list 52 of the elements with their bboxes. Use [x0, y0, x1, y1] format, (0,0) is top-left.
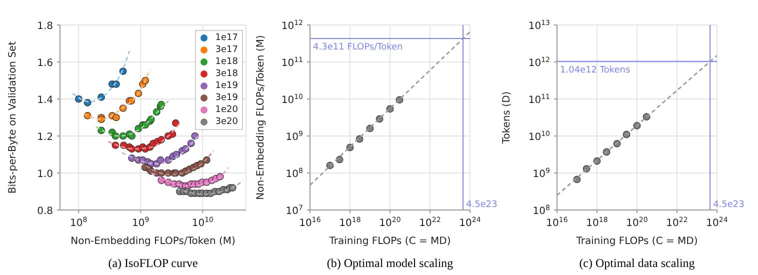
x-tick-label: 10$^{8}$ — [70, 216, 88, 229]
x-tick-label: 10$^{24}$ — [706, 216, 728, 229]
y-tick-label: 10$^{12}$ — [281, 19, 303, 32]
y-tick-label: 1.6 — [37, 58, 53, 69]
legend-label: 1e18 — [215, 57, 238, 67]
y-tick-label: 10$^{8}$ — [532, 204, 550, 217]
y-tick-label: 10$^{12}$ — [528, 56, 550, 69]
y-tick-label: 10$^{9}$ — [286, 130, 303, 143]
x-axis-title: Non-Embedding FLOPs/Token (M) — [70, 236, 236, 247]
ref-line-label: 1.04e12 Tokens — [560, 65, 630, 76]
text: (a) IsoFLOP curve — [107, 256, 199, 271]
x-tick-label: 10$^{22}$ — [666, 216, 688, 229]
y-tick-label: 10$^{8}$ — [286, 167, 303, 180]
y-tick-label: 10$^{7}$ — [286, 204, 303, 217]
y-tick-label: 10$^{9}$ — [532, 167, 550, 180]
legend-label: 1e17 — [215, 33, 238, 43]
y-tick-label: 10$^{11}$ — [528, 93, 550, 106]
x-tick-label: 10$^{24}$ — [459, 216, 482, 229]
x-tick-label: 10$^{20}$ — [626, 216, 648, 229]
y-axis-title: Non-Embedding FLOPs/Token (M) — [256, 35, 267, 200]
legend-label: 1e19 — [215, 81, 238, 91]
y-tick-label: 0.8 — [37, 206, 53, 217]
x-tick-label: 10$^{16}$ — [546, 216, 568, 229]
x-axis-title: Training FLOPs (C = MD) — [575, 236, 698, 247]
x-tick-label: 10$^{18}$ — [586, 216, 608, 229]
y-tick-label: 10$^{10}$ — [528, 130, 550, 143]
x-tick-label: 10$^{18}$ — [339, 216, 361, 229]
y-tick-label: 10$^{11}$ — [281, 56, 303, 69]
legend-label: 1e20 — [215, 105, 238, 115]
legend-label: 3e17 — [215, 45, 238, 55]
x-tick-label: 10$^{16}$ — [299, 216, 322, 229]
ref-line-label: 4.3e11 FLOPs/Token — [313, 42, 403, 53]
y-tick-label: 1.2 — [37, 132, 53, 143]
x-tick-label: 10$^{22}$ — [419, 216, 441, 229]
y-tick-label: 1.4 — [37, 95, 53, 106]
y-tick-label: 10$^{13}$ — [528, 19, 550, 32]
legend-label: 3e18 — [215, 69, 238, 79]
y-tick-label: 1.8 — [37, 21, 53, 32]
text: (c) Optimal data scaling — [578, 256, 696, 271]
y-axis-title: Tokens (D) — [502, 91, 513, 145]
x-tick-label: 10$^{10}$ — [192, 216, 214, 229]
legend-label: 3e19 — [215, 93, 238, 103]
legend-label: 3e20 — [215, 117, 238, 127]
ref-line-label: 4.5e23 — [466, 200, 498, 210]
y-tick-label: 1.0 — [37, 169, 53, 180]
x-tick-label: 10$^{20}$ — [379, 216, 401, 229]
y-tick-label: 10$^{10}$ — [281, 93, 303, 106]
ref-line-label: 4.5e23 — [713, 200, 744, 210]
x-axis-title: Training FLOPs (C = MD) — [328, 236, 451, 247]
y-axis-title: Bits-per-Byte on Validation Set — [8, 41, 19, 194]
x-tick-label: 10$^{9}$ — [132, 216, 150, 229]
text: (b) Optimal model scaling — [326, 256, 454, 271]
